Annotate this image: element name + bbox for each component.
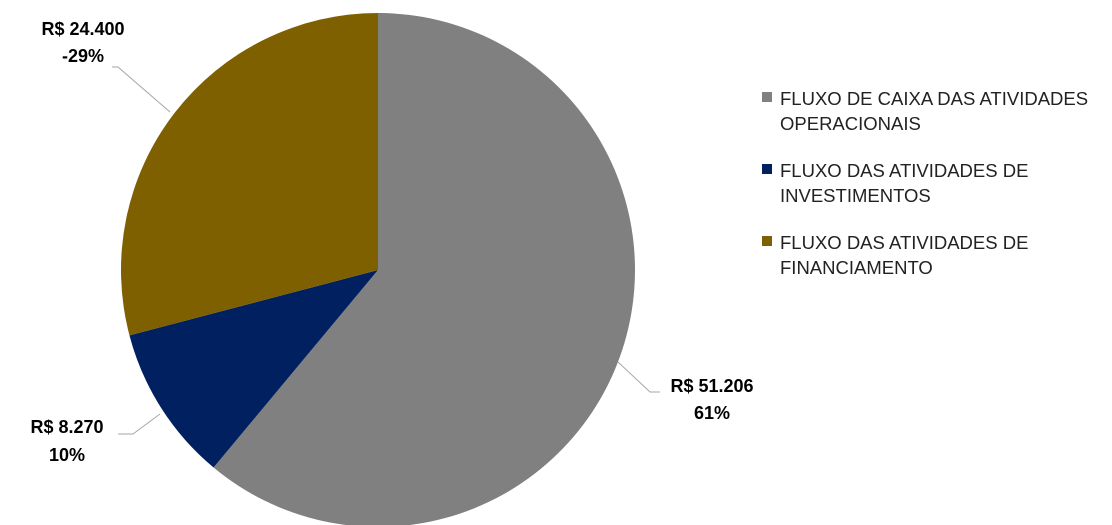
legend-label: FLUXO DE CAIXA DAS ATIVIDADES OPERACIONA…	[780, 88, 1089, 134]
leader-line	[617, 361, 660, 393]
legend-swatch	[762, 236, 772, 246]
data-label: R$ 8.270	[30, 417, 103, 437]
pie-slice	[129, 270, 378, 468]
percent-label: 10%	[49, 445, 85, 465]
legend-label: FLUXO DAS ATIVIDADES DE FINANCIAMENTO	[780, 232, 1029, 278]
leader-line	[112, 66, 171, 113]
data-label: R$ 24.400	[41, 19, 124, 39]
percent-label: -29%	[62, 46, 104, 66]
pie-slice	[213, 13, 635, 525]
legend: FLUXO DE CAIXA DAS ATIVIDADES OPERACIONA…	[762, 86, 1112, 302]
legend-item: FLUXO DE CAIXA DAS ATIVIDADES OPERACIONA…	[762, 86, 1112, 136]
leader-line	[118, 413, 161, 435]
percent-label: 61%	[694, 403, 730, 423]
legend-label: FLUXO DAS ATIVIDADES DE INVESTIMENTOS	[780, 160, 1029, 206]
data-label: R$ 51.206	[670, 376, 753, 396]
legend-swatch	[762, 92, 772, 102]
legend-swatch	[762, 164, 772, 174]
legend-item: FLUXO DAS ATIVIDADES DE INVESTIMENTOS	[762, 158, 1112, 208]
pie-slice	[120, 13, 378, 336]
legend-item: FLUXO DAS ATIVIDADES DE FINANCIAMENTO	[762, 230, 1112, 280]
